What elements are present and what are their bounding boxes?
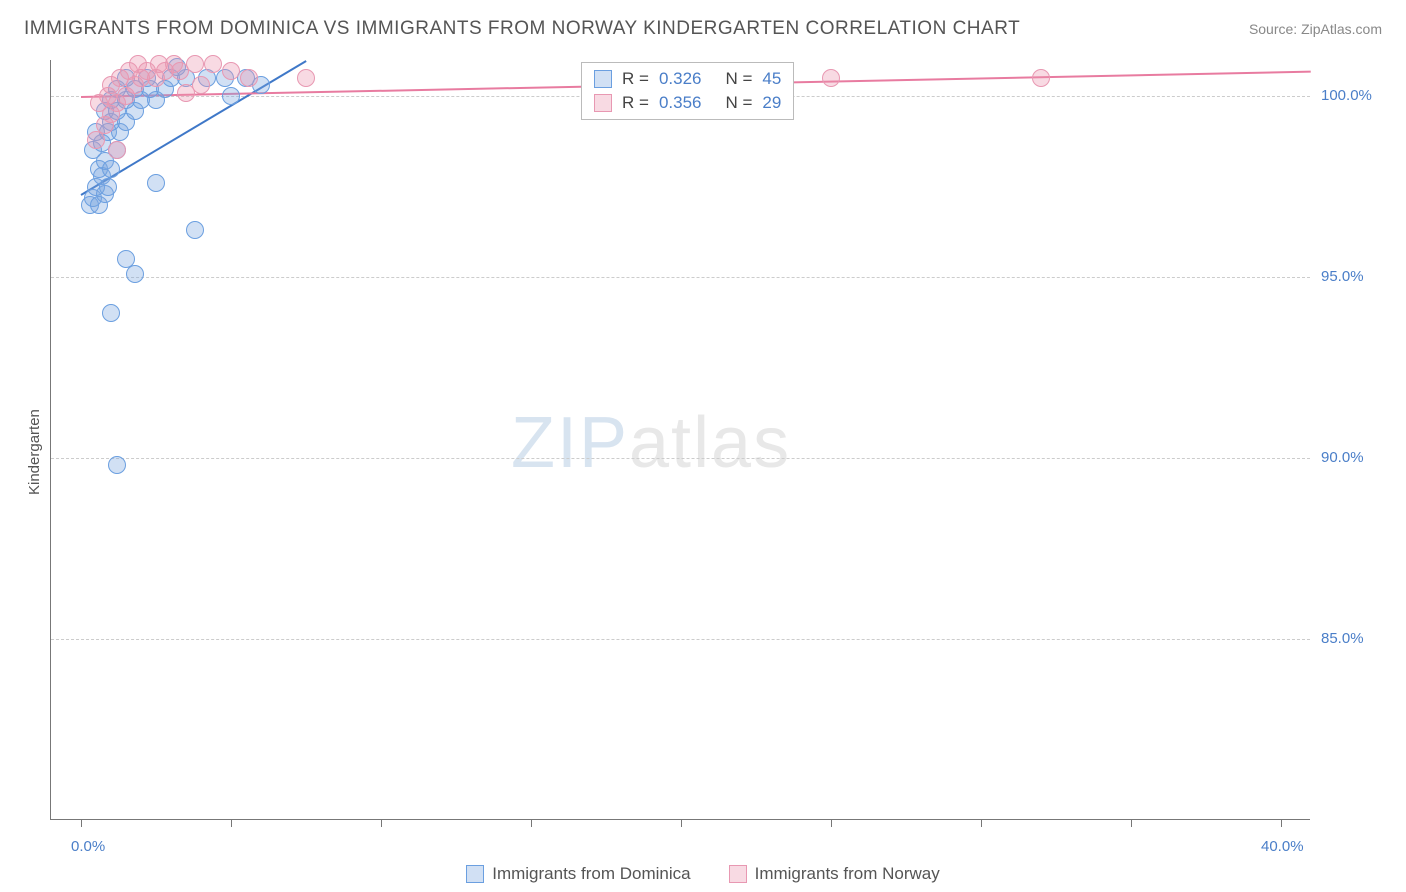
data-point <box>108 141 126 159</box>
x-tick <box>681 819 682 827</box>
x-tick <box>831 819 832 827</box>
data-point <box>108 456 126 474</box>
x-tick <box>1281 819 1282 827</box>
x-tick <box>981 819 982 827</box>
plot-area: ZIPatlas 85.0%90.0%95.0%100.0%0.0%40.0%R… <box>50 60 1310 820</box>
x-tick <box>1131 819 1132 827</box>
legend-n-value: 45 <box>762 69 781 89</box>
data-point <box>186 55 204 73</box>
data-point <box>204 55 222 73</box>
legend-swatch <box>594 70 612 88</box>
legend-bottom-item: Immigrants from Norway <box>729 864 940 884</box>
gridline <box>51 458 1310 459</box>
legend-swatch <box>466 865 484 883</box>
data-point <box>126 265 144 283</box>
data-point <box>1032 69 1050 87</box>
x-label-left: 0.0% <box>71 838 105 855</box>
legend-r-label: R = <box>622 93 649 113</box>
legend-correlation: R = 0.326 N = 45 R = 0.356 N = 29 <box>581 62 794 120</box>
legend-n-value: 29 <box>762 93 781 113</box>
gridline <box>51 639 1310 640</box>
x-tick <box>531 819 532 827</box>
legend-swatch <box>594 94 612 112</box>
x-tick <box>81 819 82 827</box>
legend-row: R = 0.356 N = 29 <box>594 91 781 115</box>
gridline <box>51 277 1310 278</box>
watermark-atlas: atlas <box>629 403 791 483</box>
legend-series-name: Immigrants from Norway <box>755 864 940 884</box>
y-axis-label: Kindergarten <box>26 409 43 495</box>
x-tick <box>231 819 232 827</box>
chart-source: Source: ZipAtlas.com <box>1249 21 1382 37</box>
data-point <box>240 69 258 87</box>
watermark: ZIPatlas <box>511 402 791 484</box>
data-point <box>186 221 204 239</box>
x-label-right: 40.0% <box>1261 838 1304 855</box>
data-point <box>102 304 120 322</box>
legend-r-label: R = <box>622 69 649 89</box>
data-point <box>129 55 147 73</box>
data-point <box>102 160 120 178</box>
legend-row: R = 0.326 N = 45 <box>594 67 781 91</box>
legend-n-label: N = <box>725 69 752 89</box>
legend-bottom: Immigrants from Dominica Immigrants from … <box>0 864 1406 884</box>
chart-container: Kindergarten ZIPatlas 85.0%90.0%95.0%100… <box>50 60 1386 832</box>
data-point <box>222 62 240 80</box>
y-tick-label: 95.0% <box>1321 268 1364 285</box>
legend-series-name: Immigrants from Dominica <box>492 864 690 884</box>
legend-r-value: 0.356 <box>659 93 702 113</box>
data-point <box>165 55 183 73</box>
data-point <box>147 174 165 192</box>
watermark-zip: ZIP <box>511 403 629 483</box>
y-tick-label: 100.0% <box>1321 87 1372 104</box>
data-point <box>822 69 840 87</box>
data-point <box>222 87 240 105</box>
legend-r-value: 0.326 <box>659 69 702 89</box>
chart-title: IMMIGRANTS FROM DOMINICA VS IMMIGRANTS F… <box>24 18 1020 40</box>
legend-swatch <box>729 865 747 883</box>
legend-n-label: N = <box>725 93 752 113</box>
data-point <box>99 178 117 196</box>
data-point <box>297 69 315 87</box>
legend-bottom-item: Immigrants from Dominica <box>466 864 690 884</box>
y-tick-label: 90.0% <box>1321 449 1364 466</box>
x-tick <box>381 819 382 827</box>
data-point <box>177 84 195 102</box>
y-tick-label: 85.0% <box>1321 630 1364 647</box>
